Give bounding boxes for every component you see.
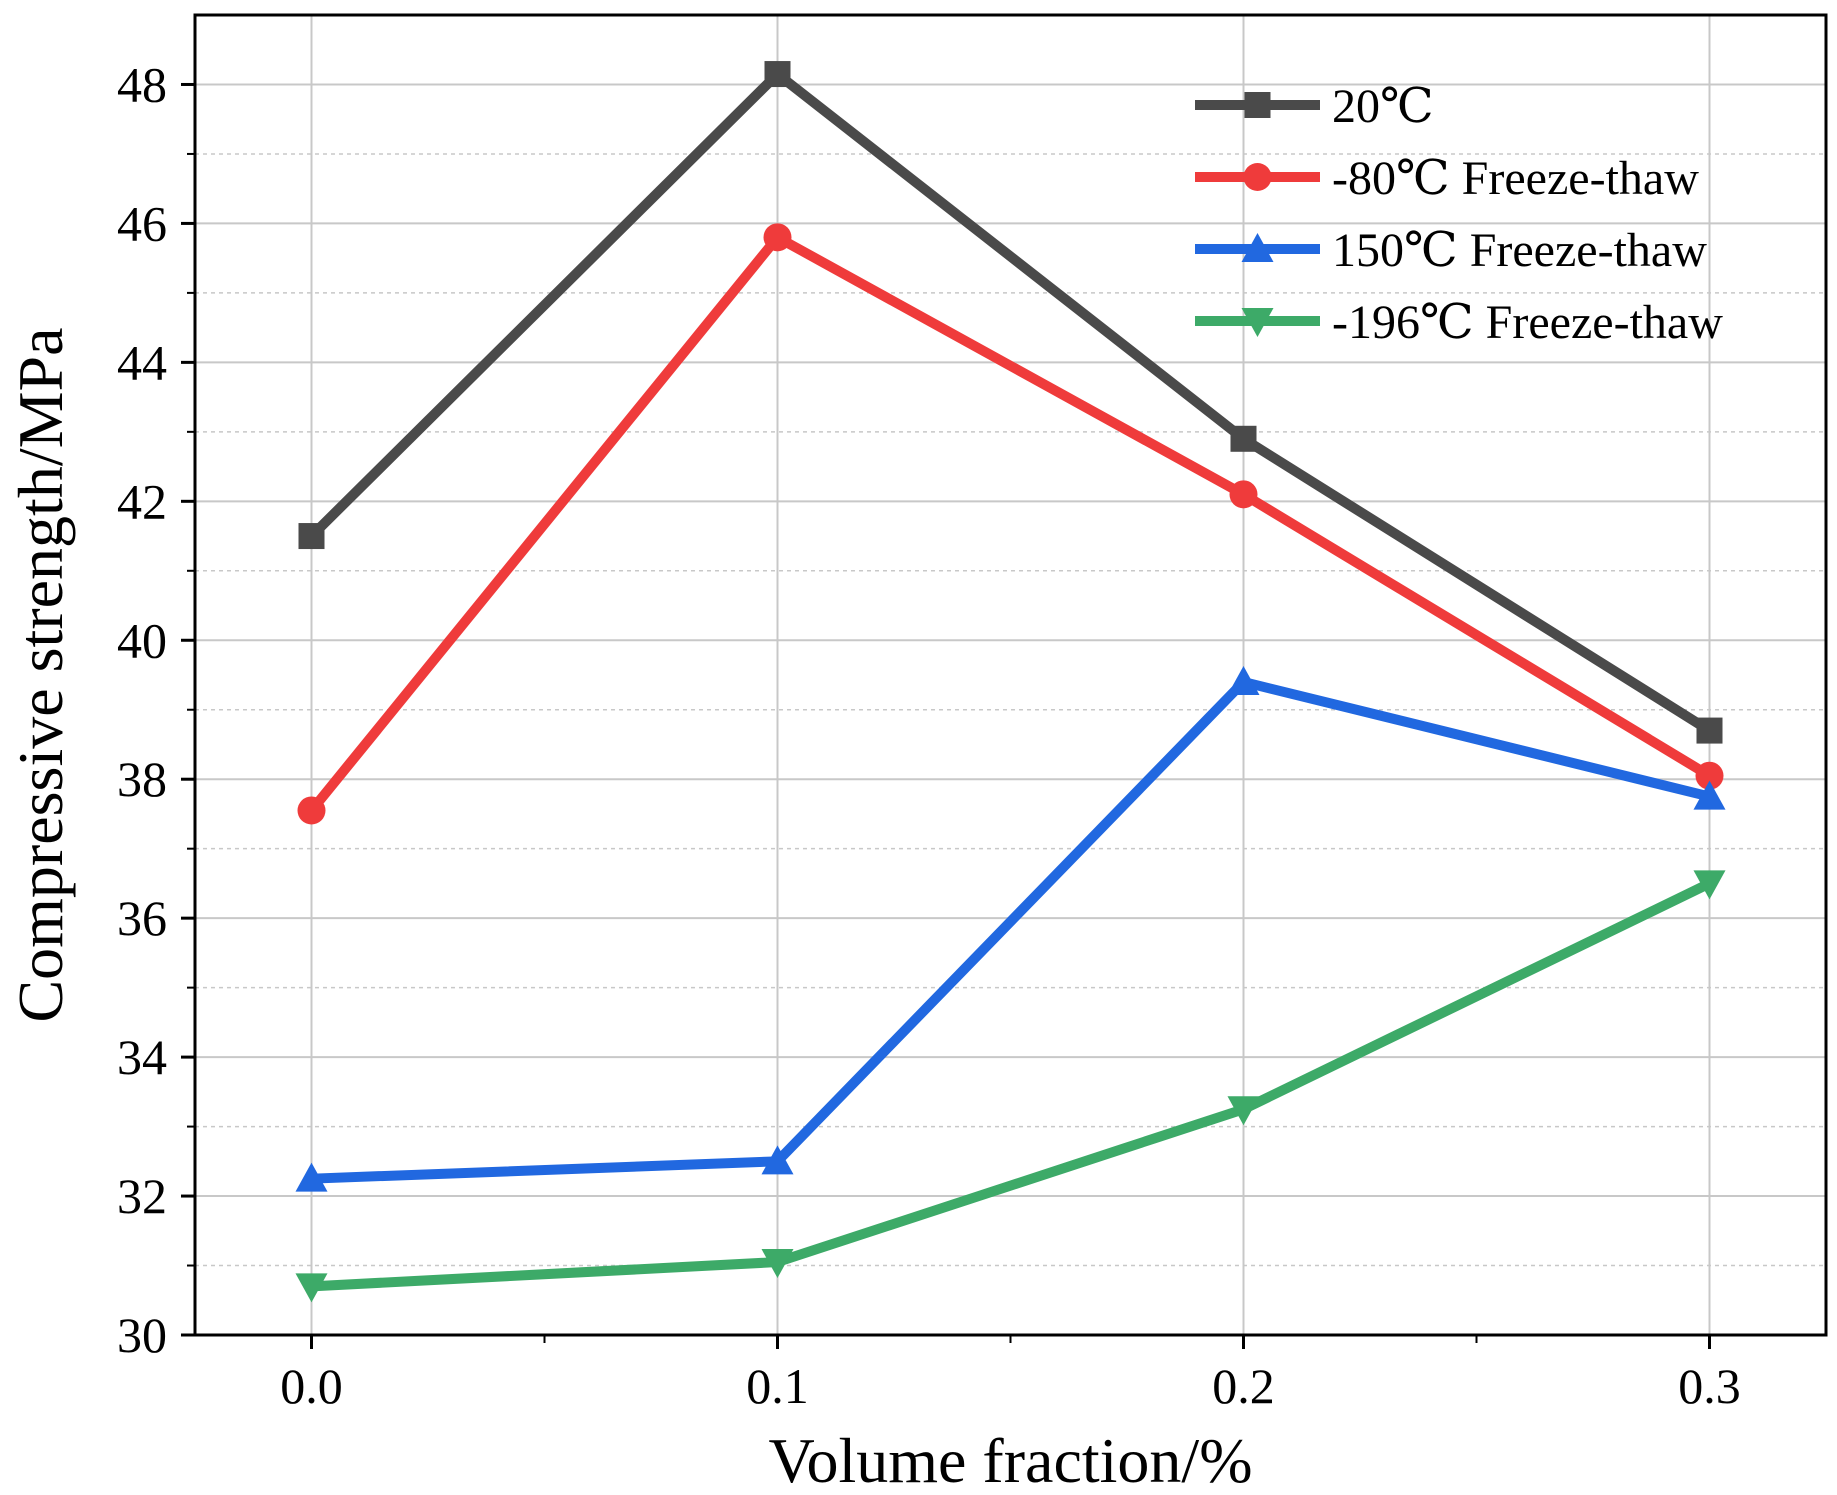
- data-point-series-3: [761, 1145, 794, 1175]
- data-point-series-4: [1693, 870, 1726, 900]
- plot-frame: [193, 13, 1828, 1337]
- grid: [195, 15, 1826, 1335]
- x-tick-label: 0.3: [1678, 1358, 1741, 1414]
- data-point-series-4: [1227, 1096, 1260, 1126]
- data-point-series-4: [761, 1249, 794, 1279]
- data-point-series-3: [1227, 665, 1260, 695]
- data-point-series-2: [297, 796, 326, 825]
- data-point-series-2: [1229, 480, 1258, 509]
- y-axis-title: Compressive strength/MPa: [5, 327, 76, 1022]
- y-tick-label: 30: [117, 1307, 167, 1363]
- legend-marker: [1244, 92, 1271, 118]
- legend-label: 20℃: [1332, 80, 1434, 133]
- data-point-series-1: [764, 61, 791, 88]
- axes: 30 32 34 36 38 40 42 44 46 48 0.0 0.1 0.2 0.3: [117, 13, 1828, 1414]
- y-tick-label: 40: [117, 612, 167, 668]
- legend-marker: [1241, 233, 1274, 262]
- series-group: [295, 61, 1726, 1303]
- data-point-series-2: [1695, 761, 1724, 790]
- data-point-series-1: [298, 523, 325, 550]
- series-line-4: [311, 878, 1712, 1292]
- y-tick-label: 38: [117, 751, 167, 807]
- series-line-2: [307, 232, 1713, 814]
- data-point-series-4: [295, 1273, 328, 1303]
- data-point-series-3: [1693, 780, 1726, 810]
- legend-label: 150℃ Freeze-thaw: [1332, 224, 1707, 277]
- legend-marker: [1243, 163, 1272, 191]
- series-line-3: [311, 676, 1711, 1184]
- y-tick-label: 46: [117, 195, 167, 251]
- legend-marker: [1241, 308, 1274, 337]
- y-tick-label: 32: [117, 1168, 167, 1224]
- data-point-series-3: [295, 1162, 328, 1192]
- x-axis-title: Volume fraction/%: [768, 1425, 1252, 1495]
- y-tick-label: 34: [117, 1029, 167, 1085]
- x-tick-label: 0.0: [280, 1358, 343, 1414]
- series-line-1: [307, 69, 1713, 735]
- x-tick-label: 0.2: [1212, 1358, 1275, 1414]
- legend-label: -80℃ Freeze-thaw: [1332, 152, 1699, 205]
- data-point-series-2: [763, 223, 792, 252]
- legend: 20℃ -80℃ Freeze-thaw 150℃ Freeze-thaw -196℃…: [1195, 80, 1723, 349]
- data-point-series-1: [1696, 717, 1723, 744]
- y-tick-label: 42: [117, 473, 167, 529]
- y-tick-label: 44: [117, 334, 167, 390]
- legend-label: -196℃ Freeze-thaw: [1332, 296, 1723, 349]
- x-tick-label: 0.1: [746, 1358, 809, 1414]
- y-tick-label: 36: [117, 890, 167, 946]
- data-point-series-1: [1230, 425, 1257, 452]
- y-tick-label: 48: [117, 56, 167, 112]
